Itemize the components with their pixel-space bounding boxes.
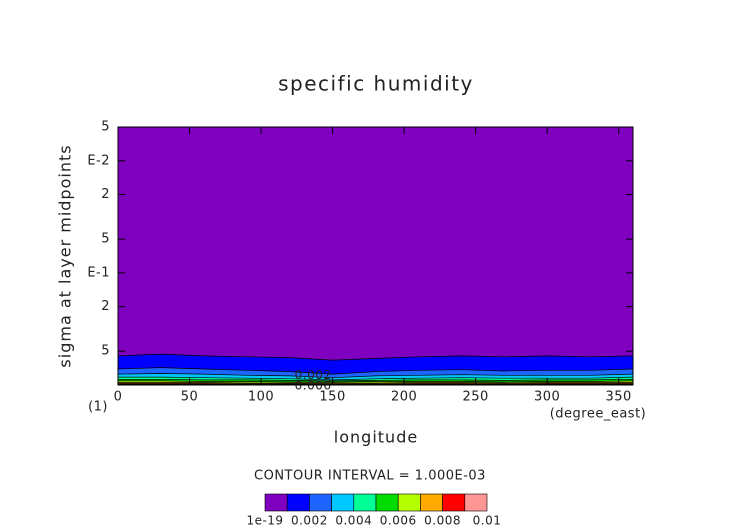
y-axis-label: sigma at layer midpoints: [56, 144, 75, 367]
y-tick-label: 5: [101, 120, 110, 135]
colorbar-box: [353, 493, 377, 512]
contour-line: [117, 367, 634, 375]
x-tick-label: 350: [606, 390, 632, 405]
plot-frame: [117, 126, 634, 386]
colorbar-box: [309, 493, 332, 512]
colorbar-label: 0.004: [335, 514, 372, 528]
y-tick-label: 5: [101, 232, 110, 247]
colorbar-box: [397, 493, 421, 512]
contour-band: [118, 127, 633, 385]
y-tick-label: E-1: [87, 265, 110, 280]
colorbar-box: [286, 493, 310, 512]
colorbar-box: [442, 493, 466, 512]
x-tick-label: 50: [181, 390, 199, 405]
y-tick-label: (1): [88, 400, 108, 415]
colorbar-label: 0.01: [473, 514, 502, 528]
x-axis-label: longitude: [334, 428, 418, 447]
contour-line: [117, 353, 634, 361]
y-tick-label: 5: [101, 344, 110, 359]
colorbar-label: 0.008: [424, 514, 461, 528]
colorbar-box: [464, 493, 488, 512]
colorbar-label: 1e-19: [246, 514, 283, 528]
colorbar-box: [375, 493, 399, 512]
x-axis-unit: (degree_east): [550, 407, 647, 422]
colorbar-box: [420, 493, 443, 512]
x-tick-label: 150: [319, 390, 345, 405]
y-tick-label: E-2: [87, 153, 110, 168]
contour-label: 0.002: [295, 368, 332, 382]
colorbar-label: 0.006: [380, 514, 417, 528]
colorbar-box: [264, 493, 288, 512]
chart-title: specific humidity: [278, 72, 474, 96]
y-tick-label: 2: [101, 299, 110, 314]
colorbar-label: 0.002: [291, 514, 328, 528]
x-tick-label: 250: [462, 390, 488, 405]
colorbar-box: [331, 493, 355, 512]
contour-line: [117, 373, 634, 379]
x-tick-label: 100: [248, 390, 274, 405]
y-tick-label: 2: [101, 187, 110, 202]
x-tick-label: 200: [391, 390, 417, 405]
x-tick-label: 300: [534, 390, 560, 405]
contour-interval: CONTOUR INTERVAL = 1.000E-03: [254, 469, 486, 484]
x-tick-label: 0: [114, 390, 123, 405]
